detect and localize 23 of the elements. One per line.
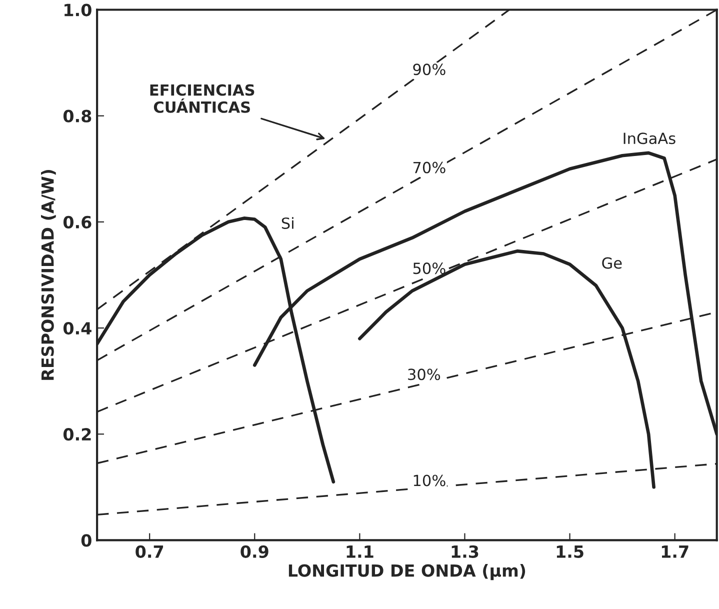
y-tick-label: 0.8: [63, 110, 92, 122]
x-tick-label: 1.7: [662, 546, 688, 558]
x-tick-label: 0.9: [240, 545, 268, 558]
y-tick-label: 0: [81, 534, 92, 547]
series-label: Si: [282, 217, 294, 230]
x-axis-title: LONGITUD DE ONDA (µm): [288, 564, 526, 580]
series-label: Ge: [602, 257, 622, 269]
y-tick-label: 0.4: [63, 322, 92, 335]
x-tick-label: 1.5: [556, 546, 584, 558]
annotation: EFICIENCIAS CUÁNTICAS: [150, 84, 254, 113]
x-tick-label: 0.7: [136, 545, 164, 558]
x-tick-label: 1.1: [346, 546, 374, 558]
y-tick-label: 0.2: [63, 428, 91, 441]
series-label: 50%: [413, 262, 446, 274]
series-label: 10%: [414, 474, 446, 486]
series-label: InGaAs: [624, 132, 676, 144]
y-tick-label: 0.6: [63, 216, 92, 228]
series-label: 30%: [408, 368, 440, 380]
y-axis-title: RESPONSIVIDAD (A/W): [41, 170, 56, 380]
y-tick-label: 1.0: [64, 4, 92, 16]
series-label: 70%: [413, 162, 446, 174]
x-tick-label: 1.3: [452, 545, 478, 558]
series-label: 90%: [413, 64, 446, 76]
